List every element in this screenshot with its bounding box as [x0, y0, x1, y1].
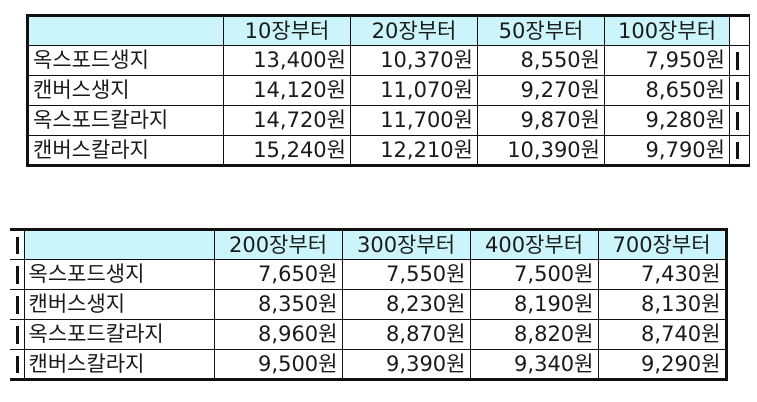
price-cell: 8,820원	[469, 319, 599, 350]
price-cell: 8,870원	[341, 319, 471, 350]
price-cell: 8,190원	[469, 289, 599, 320]
price-cell: 9,290원	[597, 349, 727, 380]
column-header: 50장부터	[477, 15, 605, 46]
cut-off-cell	[10, 289, 25, 320]
price-cell: 9,390원	[341, 349, 471, 380]
cut-off-cell	[10, 229, 25, 260]
price-cell: 7,430원	[597, 259, 727, 290]
corner-cell	[27, 15, 224, 46]
price-cell: 13,400원	[223, 45, 351, 76]
column-header: 300장부터	[341, 229, 471, 260]
column-header: 100장부터	[604, 15, 730, 46]
price-cell: 8,230원	[341, 289, 471, 320]
price-cell: 8,130원	[597, 289, 727, 320]
price-cell: 10,390원	[477, 135, 605, 166]
cut-off-cell	[729, 75, 750, 106]
price-cell: 9,270원	[477, 75, 605, 106]
header-row: 10장부터 20장부터 50장부터 100장부터	[27, 15, 750, 46]
row-label: 캔버스칼라지	[23, 349, 215, 380]
cut-off-glyph	[736, 142, 739, 159]
price-cell: 7,500원	[469, 259, 599, 290]
price-cell: 7,950원	[604, 45, 730, 76]
cut-off-glyph	[16, 266, 19, 284]
corner-cell	[23, 229, 215, 260]
cut-off-glyph	[736, 82, 739, 100]
price-cell: 9,790원	[604, 135, 730, 166]
table-row: 옥스포드생지 13,400원 10,370원 8,550원 7,950원	[27, 45, 750, 76]
price-cell: 9,500원	[213, 349, 343, 380]
column-header: 10장부터	[223, 15, 351, 46]
table-row: 캔버스생지 14,120원 11,070원 9,270원 8,650원	[27, 75, 750, 106]
price-cell: 8,740원	[597, 319, 727, 350]
column-header: 700장부터	[597, 229, 727, 260]
row-label: 옥스포드생지	[23, 259, 215, 290]
cut-off-glyph	[736, 52, 739, 70]
price-cell: 12,210원	[350, 135, 478, 166]
price-cell: 14,120원	[223, 75, 351, 106]
table-row: 옥스포드칼라지 8,960원 8,870원 8,820원 8,740원	[10, 319, 727, 350]
price-cell: 11,070원	[350, 75, 478, 106]
price-cell: 11,700원	[350, 105, 478, 136]
table-row: 옥스포드생지 7,650원 7,550원 7,500원 7,430원	[10, 259, 727, 290]
price-cell: 15,240원	[223, 135, 351, 166]
price-cell: 9,340원	[469, 349, 599, 380]
price-cell: 14,720원	[223, 105, 351, 136]
cut-off-cell	[729, 135, 750, 166]
table-row: 캔버스생지 8,350원 8,230원 8,190원 8,130원	[10, 289, 727, 320]
price-table-bottom: 200장부터 300장부터 400장부터 700장부터 옥스포드생지 7,650…	[10, 228, 728, 381]
table-row: 캔버스칼라지 15,240원 12,210원 10,390원 9,790원	[27, 135, 750, 166]
row-label: 캔버스칼라지	[27, 135, 224, 166]
row-label: 옥스포드칼라지	[27, 105, 224, 136]
price-cell: 8,960원	[213, 319, 343, 350]
price-cell: 8,550원	[477, 45, 605, 76]
column-header: 200장부터	[213, 229, 343, 260]
price-cell: 10,370원	[350, 45, 478, 76]
row-label: 옥스포드생지	[27, 45, 224, 76]
row-label: 옥스포드칼라지	[23, 319, 215, 350]
cut-off-glyph	[16, 237, 19, 254]
price-cell: 7,650원	[213, 259, 343, 290]
column-header: 20장부터	[350, 15, 478, 46]
cut-off-glyph	[16, 296, 19, 314]
header-row: 200장부터 300장부터 400장부터 700장부터	[10, 229, 727, 260]
price-table-top: 10장부터 20장부터 50장부터 100장부터 옥스포드생지 13,400원 …	[26, 14, 750, 167]
row-label: 캔버스생지	[23, 289, 215, 320]
price-cell: 9,280원	[604, 105, 730, 136]
cut-off-cell	[729, 105, 750, 136]
column-header: 400장부터	[469, 229, 599, 260]
price-cell: 8,350원	[213, 289, 343, 320]
cut-off-glyph	[16, 326, 19, 344]
table-row: 캔버스칼라지 9,500원 9,390원 9,340원 9,290원	[10, 349, 727, 380]
cut-off-cell	[10, 349, 25, 380]
price-cell: 8,650원	[604, 75, 730, 106]
row-label: 캔버스생지	[27, 75, 224, 106]
cut-off-cell	[729, 45, 750, 76]
cut-off-cell	[729, 15, 750, 46]
price-cell: 7,550원	[341, 259, 471, 290]
cut-off-cell	[10, 259, 25, 290]
cut-off-glyph	[736, 112, 739, 130]
table-row: 옥스포드칼라지 14,720원 11,700원 9,870원 9,280원	[27, 105, 750, 136]
cut-off-glyph	[16, 356, 19, 373]
price-cell: 9,870원	[477, 105, 605, 136]
cut-off-cell	[10, 319, 25, 350]
